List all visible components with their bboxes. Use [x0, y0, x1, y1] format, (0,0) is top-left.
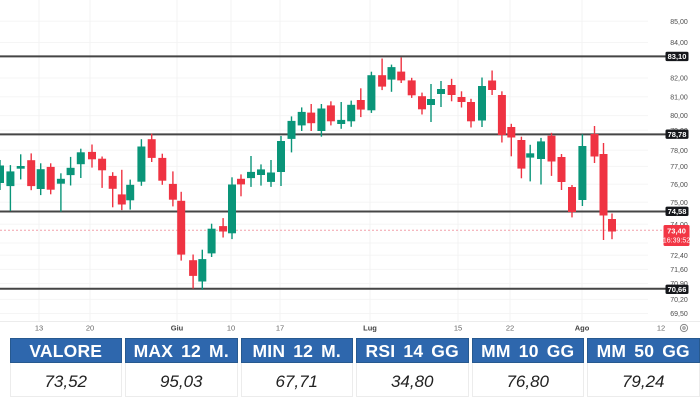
svg-text:22: 22: [506, 324, 514, 333]
svg-text:70,66: 70,66: [668, 285, 687, 294]
svg-text:Giu: Giu: [171, 324, 184, 333]
svg-text:16:39:52: 16:39:52: [663, 238, 690, 245]
svg-text:76,00: 76,00: [670, 182, 688, 189]
svg-text:82,00: 82,00: [670, 76, 688, 83]
svg-text:13: 13: [35, 324, 43, 333]
svg-text:78,00: 78,00: [670, 148, 688, 155]
svg-text:69,50: 69,50: [670, 311, 688, 318]
svg-text:80,00: 80,00: [670, 113, 688, 120]
svg-text:17: 17: [276, 324, 284, 333]
svg-text:81,00: 81,00: [670, 94, 688, 101]
svg-text:74,58: 74,58: [668, 207, 687, 216]
svg-text:Ago: Ago: [575, 324, 590, 333]
svg-text:71,60: 71,60: [670, 267, 688, 274]
svg-text:20: 20: [86, 324, 94, 333]
svg-text:70,20: 70,20: [670, 297, 688, 304]
svg-text:75,00: 75,00: [670, 200, 688, 207]
svg-text:15: 15: [454, 324, 462, 333]
svg-text:78,78: 78,78: [668, 130, 687, 139]
svg-text:Lug: Lug: [363, 324, 377, 333]
svg-text:77,00: 77,00: [670, 164, 688, 171]
svg-text:84,00: 84,00: [670, 40, 688, 47]
svg-text:73,40: 73,40: [667, 227, 686, 236]
svg-text:85,00: 85,00: [670, 19, 688, 26]
svg-text:72,40: 72,40: [670, 253, 688, 260]
svg-text:12: 12: [657, 324, 665, 333]
svg-text:83,10: 83,10: [668, 52, 687, 61]
svg-text:10: 10: [227, 324, 235, 333]
